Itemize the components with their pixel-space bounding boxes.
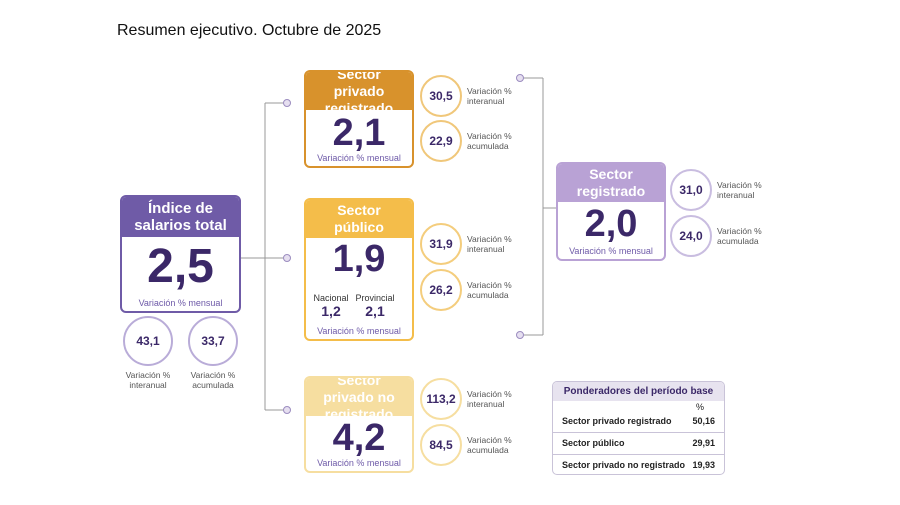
box-header: Sector privado no registrado: [306, 378, 412, 422]
page-title: Resumen ejecutivo. Octubre de 2025: [117, 22, 382, 39]
summary-box: Sector registrado 2,0 Variación % mensual: [556, 162, 666, 261]
row-value: 19,93: [692, 460, 715, 470]
box-header: Índice de salarios total: [122, 197, 239, 237]
indicator-label: Variación % acumulada: [717, 226, 762, 246]
indicator-circle: 24,0: [670, 215, 712, 257]
row-label: Sector privado registrado: [562, 416, 672, 426]
indicator-label: Variación % acumulada: [467, 280, 512, 300]
table-title: Ponderadores del período base: [563, 386, 714, 397]
indicator-circle: 30,5: [420, 75, 462, 117]
indicator-label: Variación % interanual: [125, 370, 171, 390]
indicator-circle: 43,1: [123, 316, 173, 366]
indicator-circle: 26,2: [420, 269, 462, 311]
indicator-label: Variación % interanual: [467, 86, 512, 106]
indicator-label: Variación % acumulada: [467, 131, 512, 151]
indicator-label: Variación % interanual: [717, 180, 762, 200]
box-header-text: Sector público: [334, 202, 384, 235]
row-label: Sector público: [562, 438, 625, 448]
indicator-circle: 31,9: [420, 223, 462, 265]
summary-box: Sector privado registrado 2,1 Variación % …: [304, 70, 414, 168]
indicator-circle: 84,5: [420, 424, 462, 466]
box-header-text: Índice de salarios total: [134, 200, 227, 234]
indicator-circle: 33,7: [188, 316, 238, 366]
box-header: Sector privado registrado: [306, 72, 412, 116]
indicator-circle: 22,9: [420, 120, 462, 162]
indicator-label: Variación % interanual: [467, 389, 512, 409]
box-value: 2,1: [332, 112, 386, 154]
box-caption: Variación % mensual: [317, 326, 401, 336]
summary-box: Sector privado no registrado 4,2 Variación…: [304, 376, 414, 473]
breakdown-label: Nacional: [313, 293, 349, 303]
breakdown-value: 2,1: [365, 303, 385, 319]
indicator-label: Variación % acumulada: [190, 370, 236, 390]
row-value: 29,91: [692, 438, 715, 448]
box-header: Sector registrado: [558, 164, 664, 202]
box-caption: Variación % mensual: [317, 153, 401, 163]
box-caption: Variación % mensual: [317, 458, 401, 468]
box-value: 4,2: [332, 417, 386, 459]
row-value: 50,16: [692, 416, 715, 426]
indicator-label: Variación % interanual: [467, 234, 512, 254]
box-value: 2,0: [584, 203, 638, 245]
breakdown-value: 1,2: [321, 303, 341, 319]
breakdown-label: Provincial: [355, 293, 395, 303]
indicator-circle: 113,2: [420, 378, 462, 420]
box-header: Sector público: [306, 200, 412, 238]
indicator-label: Variación % acumulada: [467, 435, 512, 455]
summary-box: Índice de salarios total 2,5 Variación % m…: [120, 195, 241, 313]
summary-box: Sector público 1,9 Variación % mensual: [304, 198, 414, 341]
table-unit: %: [695, 402, 704, 412]
box-caption: Variación % mensual: [569, 246, 653, 256]
row-label: Sector privado no registrado: [562, 460, 686, 470]
box-header-text: Sector privado no registrado: [323, 376, 395, 422]
indicator-circle: 31,0: [670, 169, 712, 211]
box-header-text: Sector privado registrado: [324, 70, 394, 116]
box-header-text: Sector registrado: [576, 166, 646, 199]
box-value: 2,5: [147, 240, 214, 293]
box-value: 1,9: [332, 238, 386, 280]
box-caption: Variación % mensual: [138, 298, 223, 308]
weights-table: Ponderadores del período base % Sector p…: [552, 381, 725, 475]
